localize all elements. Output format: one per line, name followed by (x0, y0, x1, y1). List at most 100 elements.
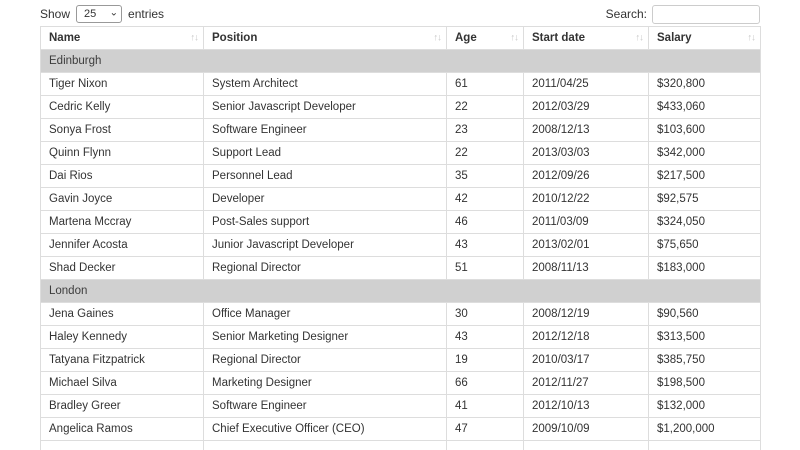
search-input[interactable] (652, 4, 760, 24)
cell-name: Michael Silva (40, 371, 204, 395)
table-row: Tiger Nixon System Architect 61 2011/04/25 $… (40, 72, 761, 96)
cell-name: Sonya Frost (40, 118, 204, 142)
cell-start-date: 2010/03/17 (523, 348, 649, 372)
cell-start-date: 2012/11/27 (523, 371, 649, 395)
cell-start-date: 2012/03/29 (523, 95, 649, 119)
cell-salary: $90,560 (648, 302, 761, 326)
cell-position: Regional Director (203, 348, 447, 372)
cell-position: Senior Marketing Designer (203, 325, 447, 349)
cell-salary: $385,750 (648, 348, 761, 372)
cell-start-date: 2008/12/19 (523, 302, 649, 326)
cell-start-date: 2011/04/25 (523, 72, 649, 96)
cell-name: Martena Mccray (40, 210, 204, 234)
table-row: Cedric Kelly Senior Javascript Developer 2… (40, 95, 761, 119)
cell-position: Software Engineer (203, 118, 447, 142)
column-header-name[interactable]: Name ↑↓ (40, 26, 204, 50)
cell-age: 30 (446, 302, 524, 326)
cell-salary: $75,650 (648, 233, 761, 257)
column-header-salary[interactable]: Salary ↑↓ (648, 26, 761, 50)
cell-start-date: 2009/10/09 (523, 417, 649, 441)
cell-name (40, 440, 204, 450)
cell-name: Quinn Flynn (40, 141, 204, 165)
cell-age: 23 (446, 118, 524, 142)
cell-position: Regional Director (203, 256, 447, 280)
column-label: Age (455, 32, 477, 44)
table-row: Dai Rios Personnel Lead 35 2012/09/26 $217,5… (40, 164, 761, 188)
cell-position: System Architect (203, 72, 447, 96)
column-label: Position (212, 32, 258, 44)
table-row: Martena Mccray Post-Sales support 46 2011/0… (40, 210, 761, 234)
table-row: Michael Silva Marketing Designer 66 2012/11… (40, 371, 761, 395)
table-row: Bradley Greer Software Engineer 41 2012/10/… (40, 394, 761, 418)
cell-position: Junior Javascript Developer (203, 233, 447, 257)
sort-both-icon: ↑↓ (635, 32, 644, 44)
table-row: Jennifer Acosta Junior Javascript Develop… (40, 233, 761, 257)
cell-salary: $198,500 (648, 371, 761, 395)
cell-name: Angelica Ramos (40, 417, 204, 441)
cell-name: Jennifer Acosta (40, 233, 204, 257)
cell-salary: $324,050 (648, 210, 761, 234)
cell-position: Office Manager (203, 302, 447, 326)
entries-label: entries (128, 7, 165, 21)
cell-start-date: 2012/09/26 (523, 164, 649, 188)
column-header-start-date[interactable]: Start date ↑↓ (523, 26, 649, 50)
page-length-control: Show 25 ⌄ entries (40, 5, 164, 23)
cell-position: Marketing Designer (203, 371, 447, 395)
cell-name: Bradley Greer (40, 394, 204, 418)
table-row-partial (40, 440, 761, 450)
page-length-select[interactable]: 25 (76, 5, 123, 23)
cell-start-date: 2013/03/03 (523, 141, 649, 165)
cell-position: Support Lead (203, 141, 447, 165)
table-row: Tatyana Fitzpatrick Regional Director 19 20… (40, 348, 761, 372)
cell-age: 43 (446, 233, 524, 257)
table-row: Shad Decker Regional Director 51 2008/11/13… (40, 256, 761, 280)
sort-both-icon: ↑↓ (510, 32, 519, 44)
table-row: Gavin Joyce Developer 42 2010/12/22 $92,575 (40, 187, 761, 211)
page-length-select-wrap: 25 ⌄ (76, 5, 123, 23)
cell-age: 22 (446, 95, 524, 119)
cell-age: 42 (446, 187, 524, 211)
sort-both-icon: ↑↓ (190, 32, 199, 44)
cell-position: Developer (203, 187, 447, 211)
cell-age: 47 (446, 417, 524, 441)
cell-age: 46 (446, 210, 524, 234)
cell-salary: $1,200,000 (648, 417, 761, 441)
cell-start-date: 2008/12/13 (523, 118, 649, 142)
cell-age: 51 (446, 256, 524, 280)
cell-salary: $103,600 (648, 118, 761, 142)
cell-age: 35 (446, 164, 524, 188)
group-row: London (40, 279, 761, 303)
cell-start-date: 2012/10/13 (523, 394, 649, 418)
cell-age: 43 (446, 325, 524, 349)
cell-age: 41 (446, 394, 524, 418)
table-row: Haley Kennedy Senior Marketing Designer 43… (40, 325, 761, 349)
group-name: London (40, 279, 761, 303)
column-header-age[interactable]: Age ↑↓ (446, 26, 524, 50)
table-controls: Show 25 ⌄ entries Search: (40, 0, 760, 26)
cell-name: Tatyana Fitzpatrick (40, 348, 204, 372)
cell-position: Post-Sales support (203, 210, 447, 234)
cell-salary: $183,000 (648, 256, 761, 280)
search-control: Search: (605, 4, 760, 24)
cell-position: Senior Javascript Developer (203, 95, 447, 119)
show-label: Show (40, 7, 71, 21)
cell-start-date: 2013/02/01 (523, 233, 649, 257)
column-header-position[interactable]: Position ↑↓ (203, 26, 447, 50)
cell-salary: $342,000 (648, 141, 761, 165)
cell-position (203, 440, 447, 450)
cell-name: Jena Gaines (40, 302, 204, 326)
sort-both-icon: ↑↓ (433, 32, 442, 44)
cell-name: Gavin Joyce (40, 187, 204, 211)
cell-salary (648, 440, 761, 450)
search-label: Search: (605, 7, 647, 21)
table-row: Jena Gaines Office Manager 30 2008/12/19 $90… (40, 302, 761, 326)
cell-salary: $433,060 (648, 95, 761, 119)
cell-age: 19 (446, 348, 524, 372)
table-row: Quinn Flynn Support Lead 22 2013/03/03 $342,… (40, 141, 761, 165)
cell-start-date: 2010/12/22 (523, 187, 649, 211)
cell-salary: $132,000 (648, 394, 761, 418)
table-row: Sonya Frost Software Engineer 23 2008/12/13… (40, 118, 761, 142)
cell-age: 22 (446, 141, 524, 165)
column-label: Start date (532, 32, 586, 44)
